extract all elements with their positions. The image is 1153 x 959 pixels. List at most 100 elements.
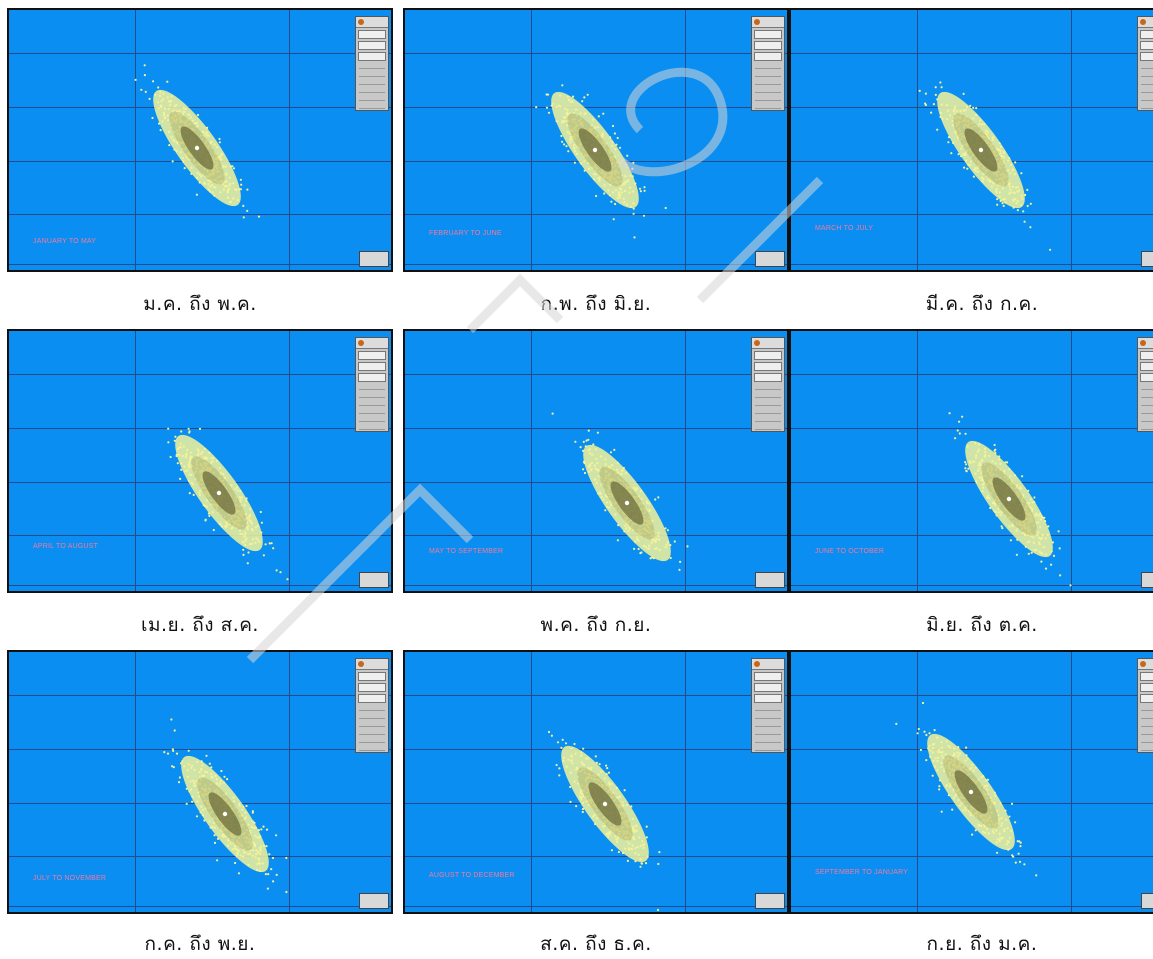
- cloud-point: [231, 838, 234, 842]
- cloud-point: [232, 524, 235, 527]
- cloud-point: [945, 784, 948, 787]
- cloud-point: [618, 146, 622, 149]
- cloud-point: [223, 775, 226, 778]
- cloud-point: [956, 123, 959, 126]
- cloud-point: [210, 461, 213, 464]
- cloud-point: [617, 804, 621, 807]
- cloud-point: [586, 155, 589, 158]
- cloud-point: [959, 762, 963, 765]
- cloud-point: [1033, 496, 1036, 499]
- grid-line: [9, 856, 391, 857]
- cloud-point: [955, 117, 958, 120]
- cloud-point: [239, 500, 242, 503]
- cloud-point: [983, 447, 987, 450]
- cloud-point: [1010, 479, 1013, 482]
- cloud-point: [664, 546, 667, 549]
- cloud-point: [638, 187, 642, 190]
- cloud-point: [182, 160, 185, 163]
- cloud-point: [648, 508, 651, 511]
- cloud-point: [180, 468, 183, 471]
- cloud-point: [982, 165, 985, 168]
- cloud-point: [982, 830, 985, 833]
- cloud-point: [564, 116, 567, 119]
- period-label: JANUARY TO MAY: [33, 238, 97, 245]
- cloud-point: [620, 188, 623, 191]
- cloud-point: [983, 821, 987, 824]
- cloud-point: [218, 141, 221, 144]
- cloud-point: [239, 532, 242, 536]
- cloud-point: [603, 192, 606, 195]
- cloud-point: [648, 544, 651, 547]
- cloud-point: [242, 204, 245, 207]
- cloud-point: [148, 97, 151, 100]
- cloud-point: [577, 770, 580, 773]
- cloud-point: [629, 487, 632, 490]
- cloud-point: [955, 110, 958, 113]
- cloud-point: [998, 455, 1001, 458]
- cloud-point: [985, 828, 989, 831]
- cloud-point: [1002, 156, 1005, 159]
- cloud-point: [200, 767, 203, 770]
- cloud-point: [583, 96, 586, 99]
- cloud-point: [949, 785, 952, 788]
- cloud-point: [925, 733, 928, 737]
- cloud-point: [210, 140, 213, 143]
- cloud-point: [984, 819, 987, 822]
- cloud-point: [203, 456, 206, 459]
- cloud-point: [199, 463, 202, 466]
- cloud-point: [965, 754, 968, 757]
- cloud-point: [255, 537, 258, 540]
- cloud-point: [200, 138, 203, 141]
- cloud-point: [600, 171, 603, 174]
- cloud-point: [219, 782, 222, 785]
- cloud-point: [611, 124, 615, 128]
- cloud-point: [989, 806, 992, 809]
- cloud-point: [1022, 493, 1025, 497]
- cloud-point: [1034, 513, 1038, 516]
- cloud-point: [162, 114, 166, 117]
- cloud-point: [1000, 510, 1003, 513]
- cloud-point: [957, 120, 960, 123]
- cloud-point: [591, 118, 595, 121]
- cloud-point: [952, 117, 956, 120]
- grid-line: [917, 10, 918, 270]
- cloud-point: [619, 161, 622, 164]
- cloud-point: [574, 129, 577, 132]
- cloud-point: [184, 470, 187, 473]
- cloud-point: [587, 449, 590, 452]
- cloud-point: [623, 789, 626, 792]
- cloud-point: [231, 808, 234, 811]
- cloud-point: [625, 803, 629, 806]
- cloud-point: [587, 162, 590, 165]
- cloud-point: [192, 128, 195, 131]
- cloud-point: [568, 132, 571, 135]
- cloud-point: [262, 844, 266, 847]
- cloud-point: [241, 541, 245, 544]
- scatter-cloud: [918, 81, 1052, 251]
- cloud-point: [587, 429, 590, 432]
- cloud-point: [1004, 809, 1007, 812]
- cloud-point: [607, 473, 611, 477]
- cloud-point: [205, 792, 208, 796]
- cloud-point: [956, 136, 960, 139]
- cloud-point: [259, 510, 262, 514]
- cloud-point: [1023, 526, 1026, 529]
- cloud-point: [645, 537, 648, 540]
- cloud-point: [919, 748, 922, 752]
- cloud-point: [594, 755, 597, 758]
- cloud-point: [1000, 824, 1003, 827]
- cloud-point: [205, 754, 208, 757]
- cloud-point: [190, 456, 194, 459]
- cloud-point: [618, 509, 621, 512]
- cloud-point: [999, 462, 1002, 465]
- cloud-point: [170, 120, 173, 123]
- cloud-point: [584, 796, 587, 799]
- cloud-point: [591, 166, 594, 169]
- cloud-point: [176, 462, 179, 465]
- cloud-point: [950, 152, 953, 155]
- cloud-point: [984, 139, 987, 142]
- cloud-point: [1016, 209, 1019, 212]
- cloud-point: [153, 93, 157, 96]
- cloud-point: [246, 517, 249, 520]
- cloud-point: [648, 528, 651, 531]
